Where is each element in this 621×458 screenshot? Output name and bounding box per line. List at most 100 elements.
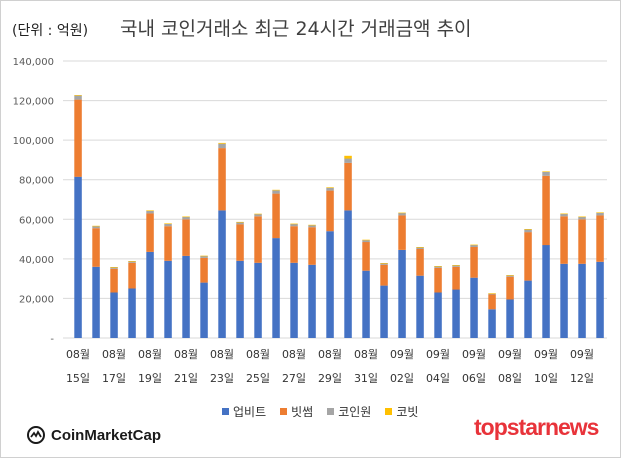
bar-segment-bithumb <box>362 242 370 271</box>
x-tick-day: 15일 <box>66 371 90 385</box>
x-tick-month: 08월 <box>318 348 342 361</box>
bar-segment-korbit <box>110 267 118 268</box>
bar-segment-bithumb <box>416 249 424 276</box>
bar-segment-coinone <box>542 172 550 176</box>
bar-segment-coinone <box>524 229 532 233</box>
bar-segment-upbit <box>470 277 478 338</box>
x-tick-month: 08월 <box>210 348 234 361</box>
x-tick-month: 09월 <box>534 348 558 361</box>
bar-segment-coinone <box>110 267 118 269</box>
x-tick-day: 06일 <box>462 371 486 385</box>
bar-segment-bithumb <box>110 268 118 293</box>
bar-segment-korbit <box>452 265 460 266</box>
y-tick-label: 80,000 <box>19 176 54 187</box>
bar-segment-upbit <box>308 264 316 338</box>
bar-segment-upbit <box>398 250 406 338</box>
bar-segment-bithumb <box>434 267 442 293</box>
legend-swatch-korbit <box>385 408 393 415</box>
bar-segment-bithumb <box>542 175 550 246</box>
bar-segment-coinone <box>200 255 208 258</box>
bar-segment-coinone <box>290 224 298 227</box>
bar-segment-upbit <box>560 263 568 338</box>
bar-segment-bithumb <box>218 148 226 211</box>
bar-segment-coinone <box>272 190 280 194</box>
legend-swatch-coinone <box>327 408 335 415</box>
legend-item-korbit: 코빗 <box>385 403 418 420</box>
bar-segment-korbit <box>578 216 586 218</box>
bar-segment-upbit <box>380 285 388 338</box>
x-tick-month: 08월 <box>354 348 378 361</box>
x-tick-day: 02일 <box>390 371 414 385</box>
x-tick-month: 08월 <box>246 348 270 361</box>
x-tick-month: 09월 <box>426 348 450 361</box>
bar-segment-coinone <box>398 213 406 216</box>
bar-segment-bithumb <box>290 226 298 263</box>
y-tick-label: 20,000 <box>19 294 54 305</box>
bar-segment-bithumb <box>254 216 262 263</box>
bar-segment-upbit <box>218 210 226 338</box>
x-tick-month: 08월 <box>138 348 162 361</box>
bar-segment-coinone <box>560 213 568 217</box>
bar-segment-upbit <box>146 251 154 338</box>
bar-segment-upbit <box>254 262 262 338</box>
bar-segment-coinone <box>74 95 82 100</box>
bar-segment-bithumb <box>200 257 208 283</box>
bar-segment-coinone <box>470 245 478 247</box>
legend-label-upbit: 업비트 <box>233 405 267 419</box>
bar-segment-bithumb <box>344 162 352 211</box>
bar-segment-korbit <box>218 142 226 144</box>
bar-segment-korbit <box>182 216 190 218</box>
bar-segment-korbit <box>488 293 496 294</box>
bar-segment-upbit <box>506 299 514 338</box>
bar-segment-korbit <box>74 95 82 96</box>
x-tick-day: 27일 <box>282 371 306 385</box>
x-tick-day: 12일 <box>570 371 594 385</box>
bar-segment-korbit <box>398 212 406 214</box>
bar-segment-upbit <box>92 266 100 338</box>
bar-segment-coinone <box>596 212 604 216</box>
bar-segment-korbit <box>92 225 100 227</box>
bar-segment-bithumb <box>128 262 136 289</box>
y-tick-label: 120,000 <box>13 97 54 108</box>
bar-segment-coinone <box>578 216 586 220</box>
bar-segment-upbit <box>578 263 586 338</box>
bar-segment-upbit <box>200 282 208 338</box>
y-tick-label: 60,000 <box>19 215 54 226</box>
bar-segment-upbit <box>74 176 82 338</box>
bar-segment-bithumb <box>524 232 532 281</box>
legend-label-coinone: 코인원 <box>338 405 372 419</box>
legend-swatch-bithumb <box>280 408 288 415</box>
bar-segment-coinone <box>308 225 316 228</box>
bar-segment-upbit <box>362 270 370 338</box>
x-tick-day: 19일 <box>138 371 162 385</box>
legend-item-coinone: 코인원 <box>327 403 371 420</box>
x-tick-day: 21일 <box>174 371 198 385</box>
bar-segment-coinone <box>182 216 190 220</box>
bar-segment-coinone <box>380 263 388 265</box>
bar-segment-coinone <box>344 158 352 163</box>
x-tick-day: 08일 <box>498 371 522 385</box>
bar-segment-bithumb <box>578 219 586 264</box>
bar-segment-upbit <box>434 292 442 338</box>
coinmarketcap-logo: CoinMarketCap <box>26 425 161 445</box>
bar-segment-upbit <box>344 210 352 338</box>
x-tick-day: 23일 <box>210 371 234 385</box>
bar-segment-bithumb <box>470 247 478 278</box>
x-tick-month: 08월 <box>102 348 126 361</box>
chart-title: 국내 코인거래소 최근 24시간 거래금액 추이 <box>120 18 472 40</box>
bar-segment-korbit <box>380 263 388 264</box>
legend-item-upbit: 업비트 <box>222 403 266 420</box>
y-tick-label: 100,000 <box>13 136 54 147</box>
bar-segment-bithumb <box>488 294 496 310</box>
y-tick-label: 40,000 <box>19 255 54 266</box>
bar-segment-korbit <box>416 247 424 248</box>
bar-segment-bithumb <box>164 226 172 261</box>
bar-segment-korbit <box>290 223 298 225</box>
y-tick-label: - <box>50 334 54 345</box>
bar-segment-coinone <box>146 210 154 214</box>
bar-segment-upbit <box>182 255 190 338</box>
legend-label-korbit: 코빗 <box>396 405 419 419</box>
bar-segment-korbit <box>128 261 136 262</box>
x-tick-day: 04일 <box>426 371 450 385</box>
bar-segment-upbit <box>488 309 496 338</box>
